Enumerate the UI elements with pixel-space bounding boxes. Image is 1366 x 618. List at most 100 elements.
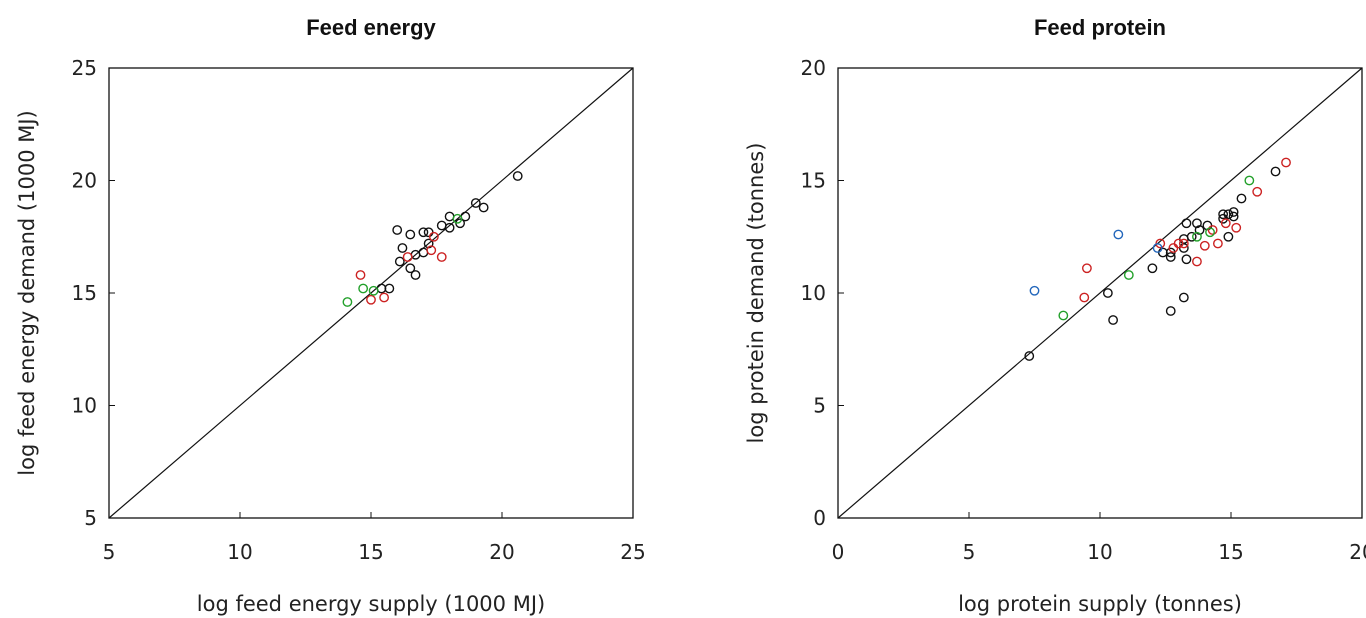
data-point (1228, 211, 1239, 222)
data-point (436, 220, 447, 231)
data-point (426, 245, 437, 256)
data-point (1082, 263, 1092, 274)
chart-panel-2: Feed protein 0 5 10 15 20 0 5 10 15 20 log protein … (744, 15, 1366, 616)
data-series (1079, 157, 1291, 303)
data-point (1113, 229, 1124, 240)
data-point (1194, 225, 1205, 235)
y-tick-label: 15 (801, 169, 826, 193)
data-point (1244, 175, 1255, 186)
data-point (1252, 186, 1263, 197)
data-point (1220, 218, 1231, 229)
y-tick-label: 5 (813, 394, 826, 418)
x-axis-label: log feed energy supply (1000 MJ) (197, 592, 545, 616)
data-point (358, 283, 369, 294)
x-tick-label: 25 (620, 540, 645, 564)
data-point (366, 294, 376, 305)
x-tick-label: 5 (103, 540, 116, 564)
x-tick-label: 10 (1087, 540, 1112, 564)
data-point (423, 238, 434, 249)
data-series (355, 231, 447, 305)
data-point (1228, 207, 1239, 217)
data-point (394, 256, 405, 267)
data-point (1024, 351, 1035, 361)
data-point (402, 252, 413, 262)
data-point (1181, 218, 1192, 229)
identity-line (837, 67, 1363, 519)
data-point (444, 211, 455, 222)
data-point (1218, 209, 1229, 220)
data-point (478, 202, 489, 213)
data-point (1058, 310, 1069, 321)
data-point (1178, 238, 1189, 249)
x-tick-label: 5 (963, 540, 976, 564)
data-point (1199, 240, 1210, 251)
data-point (1186, 231, 1197, 242)
y-tick-label: 10 (801, 281, 826, 305)
data-point (1192, 218, 1202, 229)
data-point (410, 270, 421, 280)
data-point (384, 283, 395, 294)
x-tick-label: 20 (489, 540, 514, 564)
data-series (1058, 175, 1255, 321)
data-point (1207, 225, 1218, 235)
y-axis-label: log feed energy demand (1000 MJ) (15, 110, 39, 475)
data-point (397, 243, 408, 253)
data-point (405, 263, 416, 274)
data-point (1173, 238, 1184, 249)
x-tick-label: 15 (1218, 540, 1243, 564)
data-point (1152, 243, 1163, 253)
data-point (1165, 306, 1176, 316)
data-point (418, 227, 429, 238)
data-point (1192, 256, 1202, 267)
data-point (405, 229, 416, 240)
identity-line (108, 67, 634, 519)
data-point (1178, 292, 1189, 303)
data-series (376, 171, 523, 294)
data-point (1231, 222, 1242, 233)
data-point (1029, 285, 1040, 296)
data-series (1029, 229, 1163, 296)
data-point (1108, 315, 1119, 325)
data-point (470, 198, 481, 208)
y-tick-label: 15 (72, 281, 97, 305)
data-point (1165, 252, 1176, 262)
data-point (1236, 193, 1247, 204)
data-point (1157, 247, 1168, 258)
data-series (1024, 166, 1281, 361)
data-point (436, 252, 447, 262)
data-point (1270, 166, 1281, 177)
y-tick-label: 20 (72, 169, 97, 193)
y-tick-label: 20 (801, 56, 826, 80)
y-tick-label: 0 (813, 506, 826, 530)
data-point (1147, 263, 1158, 274)
data-point (376, 283, 387, 294)
data-point (1223, 209, 1234, 220)
chart-title: Feed energy (306, 15, 436, 40)
data-point (428, 231, 439, 242)
data-point (1192, 231, 1202, 242)
x-axis-label: log protein supply (tonnes) (958, 592, 1242, 616)
y-tick-label: 10 (72, 394, 97, 418)
data-point (1281, 157, 1291, 168)
data-point (1123, 270, 1134, 280)
y-tick-label: 5 (84, 506, 97, 530)
y-tick-label: 25 (72, 56, 97, 80)
data-point (1181, 254, 1192, 265)
data-point (512, 171, 523, 181)
x-tick-label: 20 (1349, 540, 1366, 564)
data-point (355, 270, 366, 280)
data-point (368, 285, 379, 296)
data-point (1079, 292, 1090, 303)
data-point (392, 225, 403, 235)
data-point (1213, 238, 1223, 249)
x-tick-label: 10 (227, 540, 252, 564)
chart-panel-1: Feed energy 5 10 15 20 25 5 10 15 20 25 log feed en… (15, 15, 646, 616)
data-point (1223, 231, 1234, 242)
chart-title: Feed protein (1034, 15, 1166, 40)
x-tick-label: 15 (358, 540, 383, 564)
y-axis-label: log protein demand (tonnes) (744, 143, 768, 444)
data-point (418, 247, 429, 258)
data-point (452, 213, 463, 224)
data-point (342, 297, 353, 307)
